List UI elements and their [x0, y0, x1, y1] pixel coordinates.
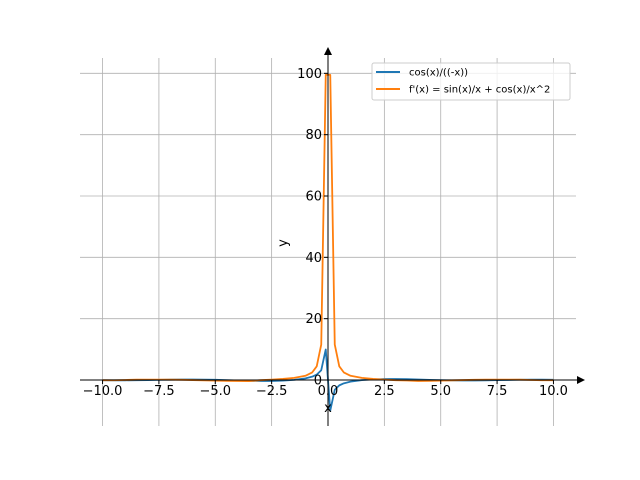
x-tick-label-0: −10.0 — [83, 384, 123, 399]
x-axis-arrow — [577, 376, 585, 384]
ticks: −10.0 −7.5 −5.0 −2.5 0.0 2.5 5.0 7.5 10.0 0 20 40 60… — [83, 67, 568, 399]
y-tick-label-3: 60 — [305, 190, 322, 205]
x-tick-label-1: −7.5 — [143, 384, 175, 399]
x-tick-label-5: 2.5 — [374, 384, 395, 399]
y-tick-label-5: 100 — [297, 67, 322, 82]
x-tick-label-7: 7.5 — [487, 384, 508, 399]
y-axis-arrow — [324, 47, 332, 55]
x-tick-label-8: 10.0 — [539, 384, 568, 399]
y-axis-label: y — [276, 239, 291, 247]
legend-label-series-1: f'(x) = sin(x)/x + cos(x)/x^2 — [409, 85, 550, 96]
x-tick-label-2: −5.0 — [199, 384, 231, 399]
legend: cos(x)/((-x)) f'(x) = sin(x)/x + cos(x)/… — [371, 62, 571, 101]
legend-label-series-0: cos(x)/((-x)) — [409, 68, 468, 79]
y-tick-label-0: 0 — [314, 374, 322, 389]
x-tick-label-6: 5.0 — [430, 384, 451, 399]
x-axis-label: x — [324, 401, 332, 416]
legend-frame — [371, 62, 571, 101]
x-tick-label-3: −2.5 — [256, 384, 288, 399]
x-tick-label-4: 0.0 — [318, 384, 339, 399]
y-tick-label-4: 80 — [305, 128, 322, 143]
y-tick-label-1: 20 — [305, 312, 322, 327]
axes — [80, 47, 585, 426]
y-tick-label-2: 40 — [305, 251, 322, 266]
